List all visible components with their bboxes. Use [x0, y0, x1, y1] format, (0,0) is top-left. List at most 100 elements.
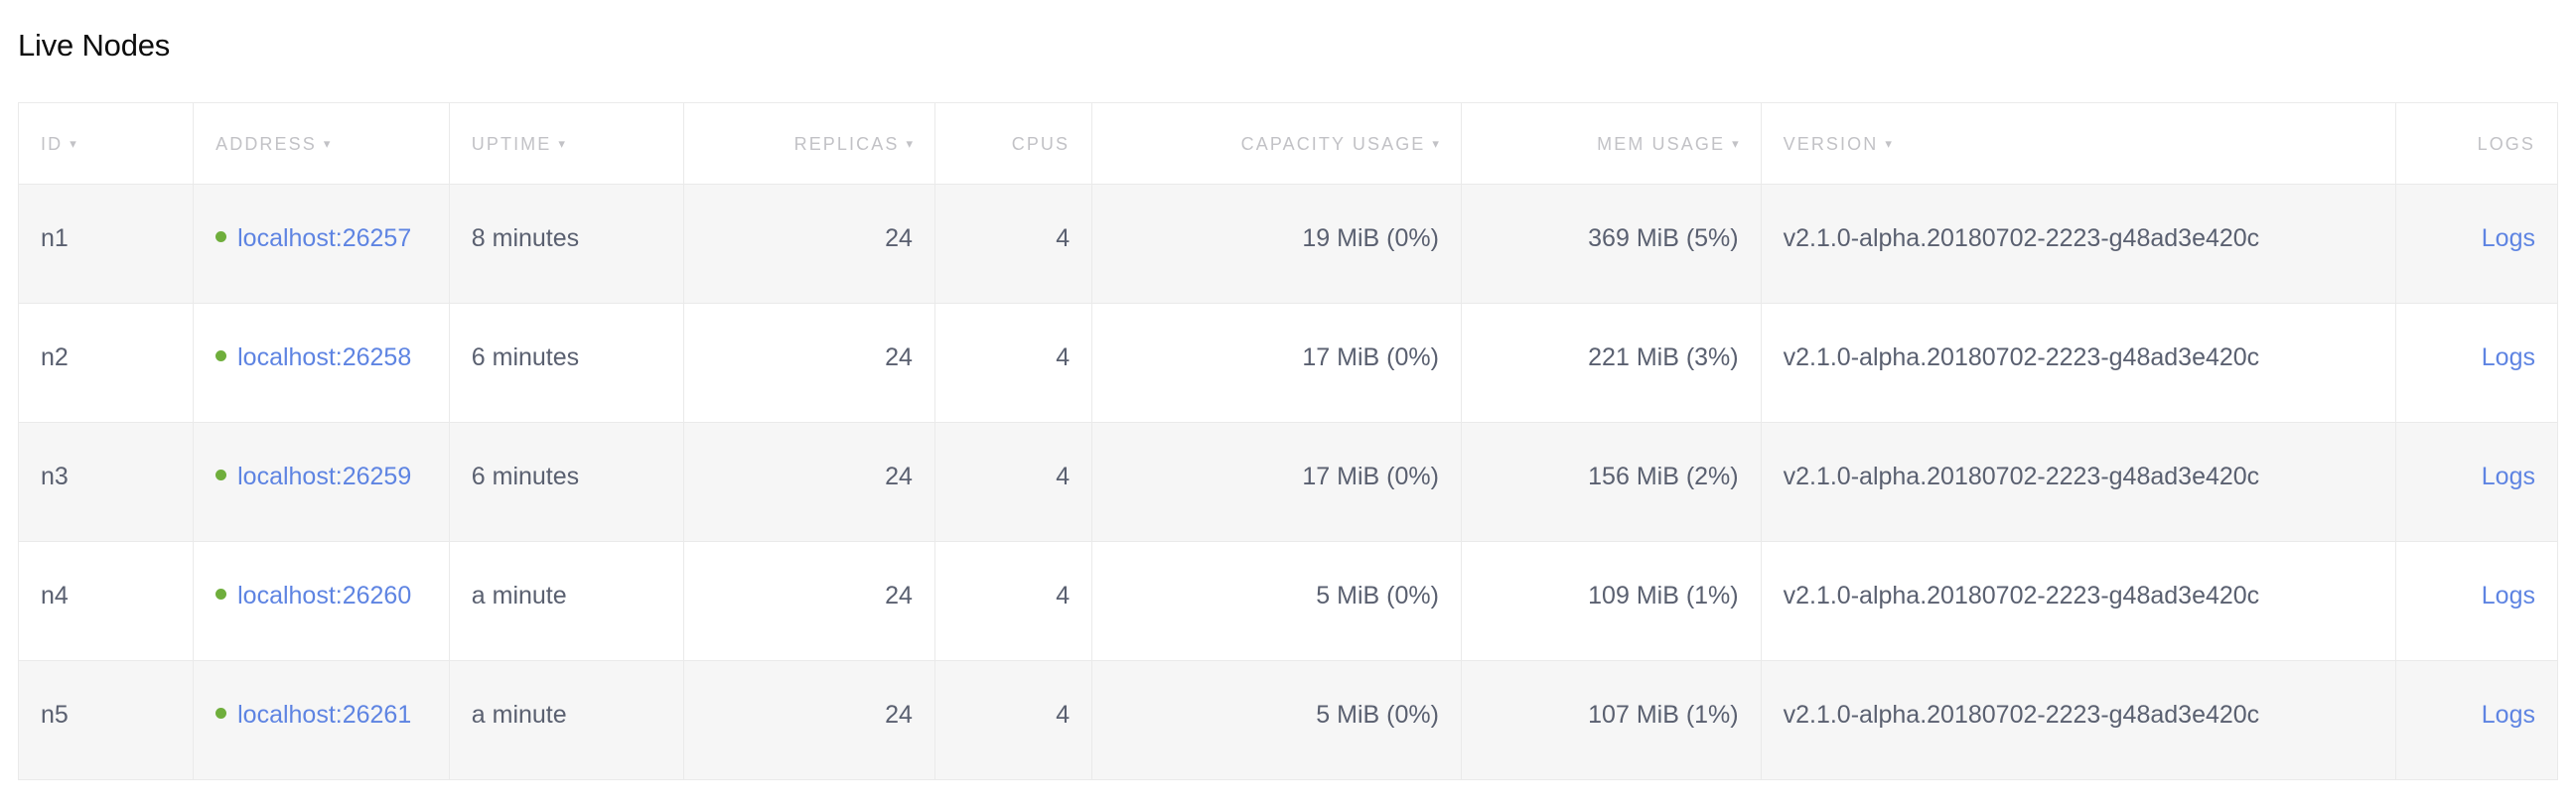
- node-logs-link[interactable]: Logs: [2481, 224, 2535, 252]
- column-header-logs: LOGS: [2394, 102, 2559, 185]
- column-header-replicas[interactable]: REPLICAS ▾: [683, 102, 935, 185]
- node-version-text: v2.1.0-alpha.20180702-2223-g48ad3e420c: [1783, 343, 2260, 371]
- cell-capacity: 17 MiB (0%): [1091, 303, 1462, 423]
- node-address-link[interactable]: localhost:26259: [237, 463, 412, 490]
- column-header-capacity[interactable]: CAPACITY USAGE ▾: [1091, 102, 1462, 185]
- cell-uptime: 6 minutes: [448, 422, 685, 542]
- column-header-version[interactable]: VERSION ▾: [1760, 102, 2396, 185]
- node-mem-text: 109 MiB (1%): [1588, 582, 1739, 609]
- node-status-healthy-icon: [215, 588, 227, 600]
- cell-logs: Logs: [2394, 660, 2559, 780]
- sort-caret-down-icon[interactable]: ▾: [906, 136, 913, 151]
- cell-id: n1: [17, 184, 195, 304]
- node-replicas-text: 24: [885, 224, 913, 252]
- node-capacity-text: 5 MiB (0%): [1316, 582, 1439, 609]
- node-capacity-text: 17 MiB (0%): [1302, 463, 1439, 490]
- column-header-label: CPUS: [1011, 134, 1071, 154]
- node-id-text: n3: [41, 463, 69, 490]
- cell-id: n4: [17, 541, 195, 661]
- column-header-label: LOGS: [2477, 134, 2535, 154]
- live-nodes-table: ID ▾ ADDRESS ▾ UPTIME ▾ REPLICAS ▾ CPUS CAPACITY …: [17, 102, 2559, 780]
- cell-cpus: 4: [933, 303, 1093, 423]
- sort-caret-down-icon[interactable]: ▾: [70, 136, 76, 151]
- cell-logs: Logs: [2394, 541, 2559, 661]
- table-row: n5 localhost:26261 a minute 24 4 5 MiB (0%) 10…: [17, 660, 2559, 780]
- cell-address: localhost:26261: [193, 660, 450, 780]
- node-version-text: v2.1.0-alpha.20180702-2223-g48ad3e420c: [1783, 701, 2260, 729]
- node-id-text: n1: [41, 224, 69, 252]
- node-logs-link[interactable]: Logs: [2481, 582, 2535, 609]
- column-header-label: VERSION: [1783, 134, 1879, 154]
- cell-version: v2.1.0-alpha.20180702-2223-g48ad3e420c: [1760, 422, 2396, 542]
- node-mem-text: 221 MiB (3%): [1588, 343, 1739, 371]
- node-uptime-text: a minute: [471, 582, 567, 609]
- cell-cpus: 4: [933, 184, 1093, 304]
- cell-address: localhost:26258: [193, 303, 450, 423]
- live-nodes-table-container: ID ▾ ADDRESS ▾ UPTIME ▾ REPLICAS ▾ CPUS CAPACITY …: [17, 102, 2559, 780]
- node-cpus-text: 4: [1056, 701, 1071, 729]
- table-row: n1 localhost:26257 8 minutes 24 4 19 MiB (0%)…: [17, 184, 2559, 304]
- cell-id: n5: [17, 660, 195, 780]
- column-header-label: REPLICAS: [793, 134, 900, 154]
- column-header-label: UPTIME: [471, 134, 552, 154]
- column-header-uptime[interactable]: UPTIME ▾: [448, 102, 685, 185]
- cell-mem: 369 MiB (5%): [1460, 184, 1762, 304]
- node-uptime-text: 6 minutes: [471, 463, 580, 490]
- column-header-label: ID: [41, 134, 64, 154]
- column-header-mem[interactable]: MEM USAGE ▾: [1460, 102, 1762, 185]
- sort-caret-down-icon[interactable]: ▾: [1885, 136, 1892, 151]
- node-mem-text: 107 MiB (1%): [1588, 701, 1739, 729]
- node-cpus-text: 4: [1056, 224, 1071, 252]
- node-replicas-text: 24: [885, 343, 913, 371]
- cell-mem: 109 MiB (1%): [1460, 541, 1762, 661]
- cell-replicas: 24: [683, 541, 935, 661]
- node-address-link[interactable]: localhost:26261: [237, 701, 412, 729]
- column-header-address[interactable]: ADDRESS ▾: [193, 102, 450, 185]
- cell-id: n2: [17, 303, 195, 423]
- sort-caret-down-icon[interactable]: ▾: [323, 136, 331, 151]
- node-version-text: v2.1.0-alpha.20180702-2223-g48ad3e420c: [1783, 463, 2260, 490]
- node-address-link[interactable]: localhost:26257: [237, 224, 412, 252]
- column-header-id[interactable]: ID ▾: [17, 102, 195, 185]
- node-status-healthy-icon: [215, 469, 227, 480]
- table-row: n3 localhost:26259 6 minutes 24 4 17 MiB (0%)…: [17, 422, 2559, 542]
- cell-version: v2.1.0-alpha.20180702-2223-g48ad3e420c: [1760, 184, 2396, 304]
- sort-caret-down-icon[interactable]: ▾: [1732, 136, 1739, 151]
- cell-replicas: 24: [683, 422, 935, 542]
- node-status-healthy-icon: [215, 707, 227, 719]
- node-logs-link[interactable]: Logs: [2481, 701, 2535, 729]
- cell-version: v2.1.0-alpha.20180702-2223-g48ad3e420c: [1760, 303, 2396, 423]
- cell-address: localhost:26259: [193, 422, 450, 542]
- cell-cpus: 4: [933, 541, 1093, 661]
- cell-mem: 156 MiB (2%): [1460, 422, 1762, 542]
- node-capacity-text: 5 MiB (0%): [1316, 701, 1439, 729]
- node-address-link[interactable]: localhost:26260: [237, 582, 412, 609]
- node-id-text: n2: [41, 343, 69, 371]
- cell-uptime: 8 minutes: [448, 184, 685, 304]
- node-logs-link[interactable]: Logs: [2481, 343, 2535, 371]
- node-replicas-text: 24: [885, 701, 913, 729]
- table-body: n1 localhost:26257 8 minutes 24 4 19 MiB (0%)…: [17, 184, 2559, 780]
- cell-capacity: 17 MiB (0%): [1091, 422, 1462, 542]
- node-uptime-text: 6 minutes: [471, 343, 580, 371]
- cell-replicas: 24: [683, 660, 935, 780]
- cell-uptime: 6 minutes: [448, 303, 685, 423]
- node-version-text: v2.1.0-alpha.20180702-2223-g48ad3e420c: [1783, 582, 2260, 609]
- cell-logs: Logs: [2394, 303, 2559, 423]
- node-status-healthy-icon: [215, 349, 227, 361]
- node-cpus-text: 4: [1056, 582, 1071, 609]
- cell-version: v2.1.0-alpha.20180702-2223-g48ad3e420c: [1760, 660, 2396, 780]
- cell-capacity: 5 MiB (0%): [1091, 541, 1462, 661]
- sort-caret-down-icon[interactable]: ▾: [558, 136, 565, 151]
- node-cpus-text: 4: [1056, 463, 1071, 490]
- node-uptime-text: 8 minutes: [471, 224, 580, 252]
- node-address-link[interactable]: localhost:26258: [237, 343, 412, 371]
- sort-caret-down-icon[interactable]: ▾: [1432, 136, 1439, 151]
- cell-cpus: 4: [933, 422, 1093, 542]
- node-id-text: n4: [41, 582, 69, 609]
- cell-version: v2.1.0-alpha.20180702-2223-g48ad3e420c: [1760, 541, 2396, 661]
- cell-mem: 221 MiB (3%): [1460, 303, 1762, 423]
- node-logs-link[interactable]: Logs: [2481, 463, 2535, 490]
- table-row: n2 localhost:26258 6 minutes 24 4 17 MiB (0%)…: [17, 303, 2559, 423]
- cell-logs: Logs: [2394, 184, 2559, 304]
